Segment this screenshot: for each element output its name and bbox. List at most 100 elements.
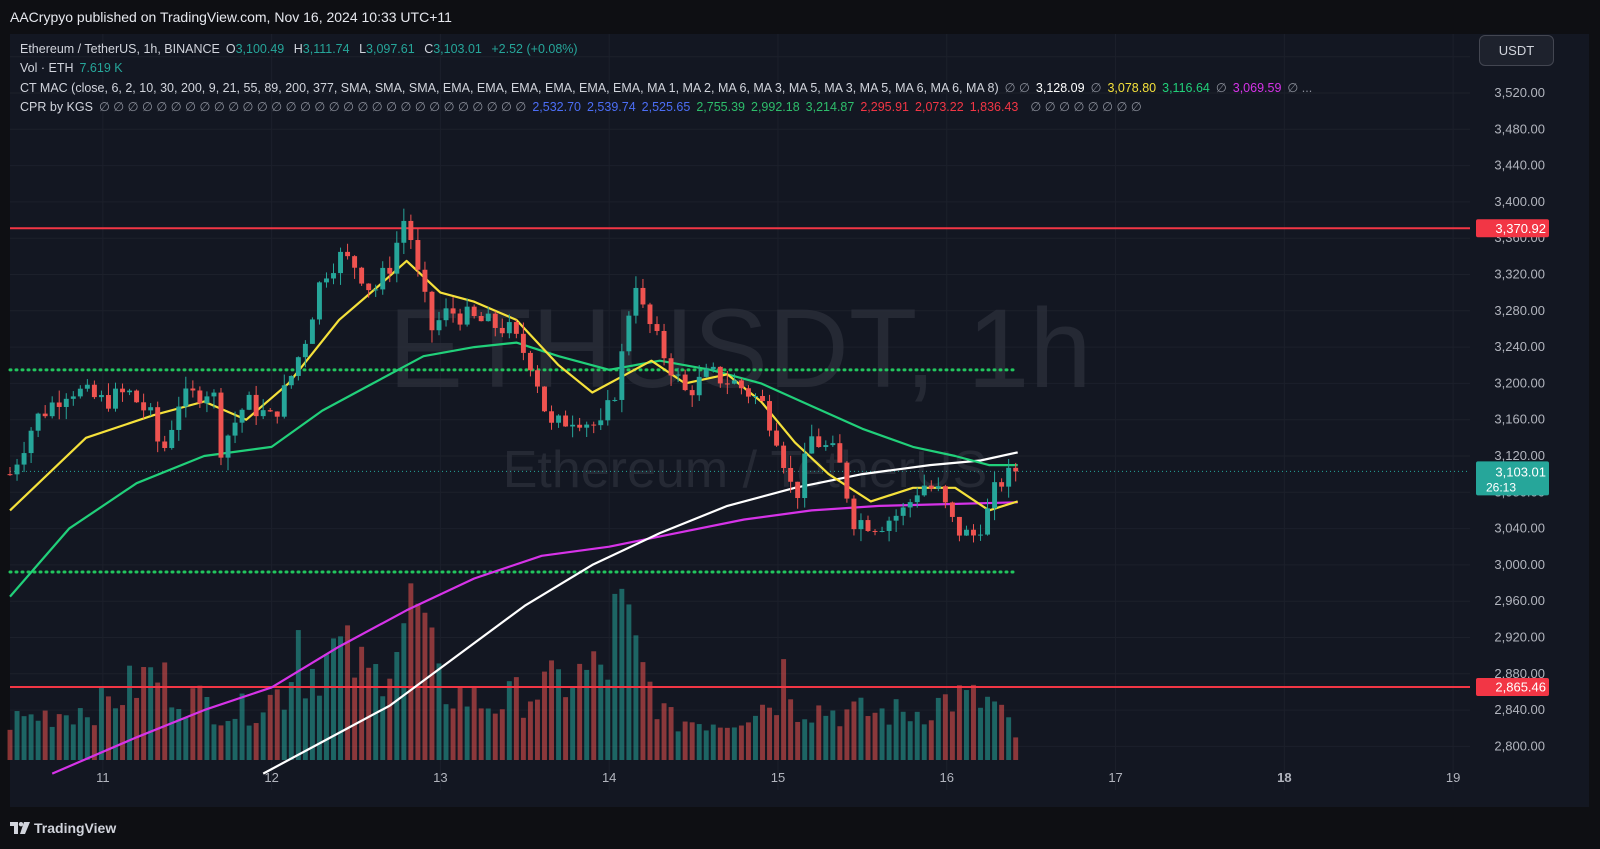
volume-bar xyxy=(935,697,941,760)
volume-bar xyxy=(767,707,772,760)
volume-bar xyxy=(77,708,83,760)
volume-bar xyxy=(640,662,646,760)
candle-body xyxy=(183,388,189,407)
y-tick-label: 2,880.00 xyxy=(1494,666,1545,681)
volume-bar xyxy=(731,727,737,760)
volume-bar xyxy=(584,669,590,760)
volume-bar xyxy=(527,701,533,760)
candle-body xyxy=(549,411,554,423)
candle-body xyxy=(851,498,857,530)
volume-bar xyxy=(352,677,358,760)
ctmac-value-0: 3,128.09 xyxy=(1035,81,1085,95)
candle-body xyxy=(98,395,104,398)
candle-body xyxy=(682,374,688,391)
volume-bar xyxy=(921,724,927,760)
price-axis: 3,560.003,520.003,480.003,440.003,400.00… xyxy=(1494,49,1545,754)
volume-bar xyxy=(675,731,681,760)
candle-body xyxy=(914,495,920,503)
volume-bar xyxy=(162,662,168,760)
chart-grid xyxy=(10,34,1470,790)
volume-bar xyxy=(696,724,702,760)
candle-body xyxy=(928,485,934,489)
volume-bar xyxy=(844,709,850,760)
volume-bar xyxy=(598,664,604,760)
legend-symbol[interactable]: Ethereum / TetherUS, 1h, BINANCE xyxy=(20,42,220,56)
tradingview-logo[interactable]: TradingView xyxy=(10,818,116,838)
candle-body xyxy=(309,319,315,344)
volume-bar xyxy=(542,671,547,760)
volume-bar xyxy=(738,725,744,760)
volume-bar xyxy=(971,684,976,760)
candle-body xyxy=(260,410,266,417)
candle-body xyxy=(35,413,41,431)
x-tick-label: 17 xyxy=(1108,770,1122,785)
ctmac-empty-values: ∅ ∅ xyxy=(1004,81,1030,95)
volume-bar xyxy=(113,708,118,760)
candle-body xyxy=(865,520,871,531)
cpr-value-5: 3,214.87 xyxy=(805,100,855,114)
candle-body xyxy=(211,392,217,397)
candle-body xyxy=(985,508,991,535)
x-tick-label: 14 xyxy=(602,770,616,785)
candle-body xyxy=(999,482,1005,487)
legend-cpr: CPR by KGS ∅ ∅ ∅ ∅ ∅ ∅ ∅ ∅ ∅ ∅ ∅ ∅ ∅ ∅ ∅ … xyxy=(20,99,1148,115)
volume-bar xyxy=(232,718,238,760)
candle-body xyxy=(570,424,576,427)
volume-bar xyxy=(288,682,294,760)
volume-bar xyxy=(134,697,140,760)
volume-bar xyxy=(647,681,653,760)
volume-bar xyxy=(661,703,667,760)
volume-bar xyxy=(120,705,125,760)
cpr-label[interactable]: CPR by KGS xyxy=(20,100,93,114)
volume-bar xyxy=(443,704,449,760)
volume-bar xyxy=(239,693,245,760)
volume-bar xyxy=(218,725,224,760)
volume-bar xyxy=(802,719,808,760)
volume-bar xyxy=(267,694,273,760)
candle-body xyxy=(542,386,547,412)
volume-bar xyxy=(84,717,90,760)
volume-bar xyxy=(331,638,336,760)
cpr-value-3: 2,755.39 xyxy=(696,100,745,114)
candle-body xyxy=(724,383,730,385)
candle-body xyxy=(422,269,428,292)
currency-button[interactable]: USDT xyxy=(1479,35,1554,66)
candle-body xyxy=(893,515,899,521)
candle-body xyxy=(70,396,76,399)
cpr-value-0: 2,532.70 xyxy=(532,100,581,114)
candle-body xyxy=(949,502,955,517)
volume-bar xyxy=(949,711,955,760)
ctmac-label[interactable]: CT MAC (close, 6, 2, 10, 30, 200, 9, 21,… xyxy=(20,81,999,95)
candle-body xyxy=(120,388,125,393)
candle-body xyxy=(492,313,498,328)
candle-body xyxy=(324,278,329,283)
ctmac-value-2: 3,078.80 xyxy=(1107,81,1157,95)
candle-body xyxy=(900,507,906,516)
volume-bar xyxy=(956,685,962,760)
volume-bar xyxy=(35,720,41,760)
ma_yellow-line xyxy=(9,259,1019,512)
volume-bar xyxy=(394,652,400,760)
cpr-value-4: 2,992.18 xyxy=(751,100,800,114)
volume-bar xyxy=(56,714,62,760)
volume-bar xyxy=(872,712,878,760)
volume-bar xyxy=(281,709,287,760)
candle-body xyxy=(520,333,526,353)
candle-body xyxy=(788,467,794,482)
chart-panel[interactable] xyxy=(10,34,1589,807)
volume-bar xyxy=(141,667,147,760)
candle-body xyxy=(443,308,449,321)
volume-bar xyxy=(626,604,632,760)
candle-body xyxy=(429,291,435,331)
volume-label[interactable]: Vol · ETH xyxy=(20,61,74,75)
candle-body xyxy=(971,529,976,536)
close-label: C xyxy=(424,42,434,56)
volume-bar xyxy=(457,687,463,760)
candle-body xyxy=(992,482,998,509)
volume-bar xyxy=(788,699,794,760)
candle-body xyxy=(534,370,540,387)
volume-bar xyxy=(999,704,1005,760)
volume-bar xyxy=(549,660,554,760)
ctmac-value-1: ∅ xyxy=(1090,81,1102,95)
